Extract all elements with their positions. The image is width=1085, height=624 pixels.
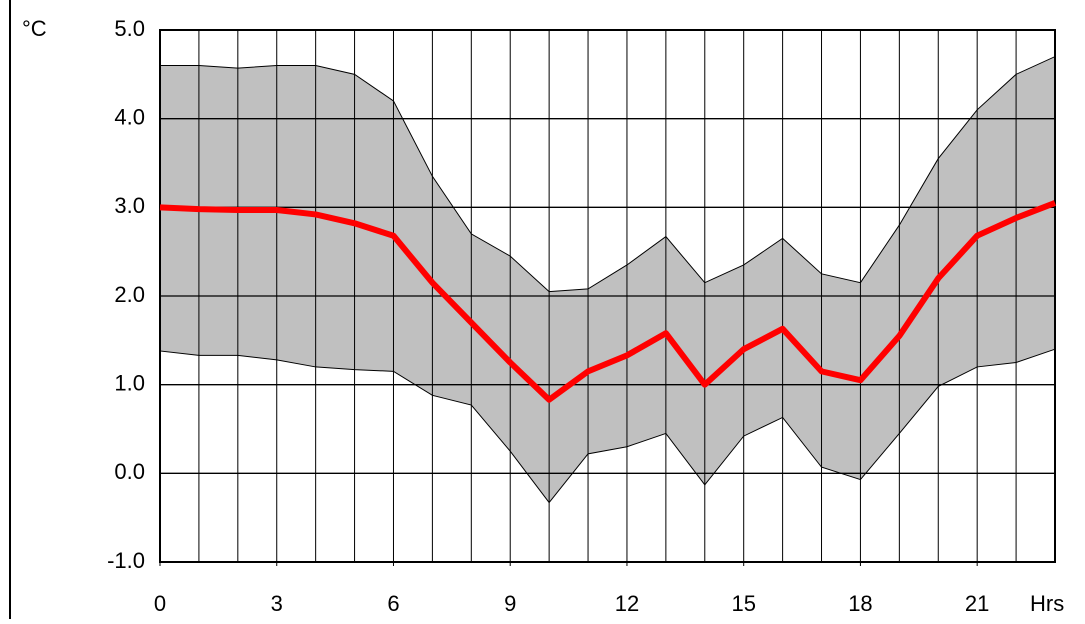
y-tick-label: -1.0 bbox=[107, 548, 145, 573]
y-tick-label: 3.0 bbox=[114, 193, 145, 218]
y-tick-label: 1.0 bbox=[114, 370, 145, 395]
x-tick-label: 9 bbox=[504, 591, 516, 616]
x-tick-label: 6 bbox=[387, 591, 399, 616]
y-tick-label: 5.0 bbox=[114, 16, 145, 41]
y-tick-label: 0.0 bbox=[114, 459, 145, 484]
plot-border bbox=[159, 29, 1056, 563]
range-band bbox=[159, 55, 1056, 504]
x-tick-label: 12 bbox=[615, 591, 639, 616]
y-tick-label: 4.0 bbox=[114, 104, 145, 129]
x-axis-label: Hrs bbox=[1030, 591, 1064, 616]
x-tick-label: 21 bbox=[965, 591, 989, 616]
x-tick-label: 0 bbox=[154, 591, 166, 616]
y-axis-label: °C bbox=[22, 16, 47, 41]
x-tick-label: 3 bbox=[271, 591, 283, 616]
data-line bbox=[159, 200, 1057, 403]
y-tick-label: 2.0 bbox=[114, 282, 145, 307]
x-tick-label: 18 bbox=[848, 591, 872, 616]
x-tick-label: 15 bbox=[731, 591, 755, 616]
